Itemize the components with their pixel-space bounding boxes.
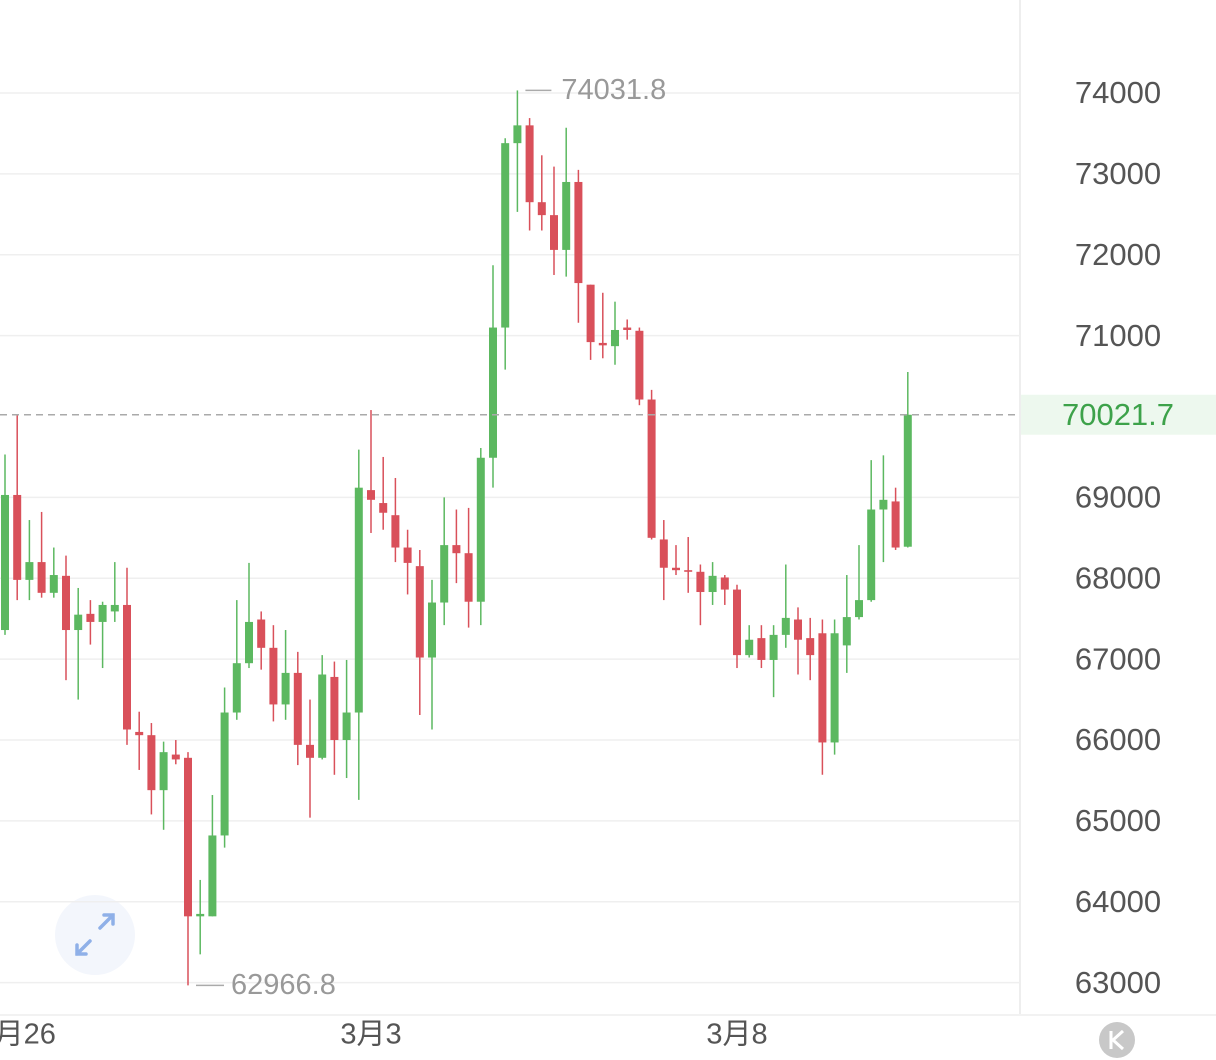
max-label: 74031.8: [561, 74, 666, 106]
candle-body: [733, 589, 741, 656]
candle-body: [611, 329, 619, 347]
x-tick-label: 3月3: [340, 1019, 401, 1051]
candle-body: [440, 545, 449, 603]
candle-body: [171, 754, 180, 760]
last-price-label: 70021.7: [1062, 397, 1174, 432]
candle-body: [501, 143, 510, 328]
y-tick-label: 64000: [1075, 884, 1161, 919]
candle-body: [574, 181, 583, 284]
candle-body: [550, 215, 558, 250]
candle-body: [818, 633, 827, 743]
candle-body: [903, 414, 912, 547]
candle-body: [62, 575, 70, 631]
candle-body: [123, 604, 131, 730]
candle-body: [391, 515, 400, 548]
candle-body: [135, 731, 144, 736]
candle-body: [513, 125, 522, 144]
candle-body: [293, 672, 302, 745]
candle-body: [867, 509, 876, 601]
candle-body: [98, 604, 107, 622]
candle-body: [757, 638, 766, 660]
candle-body: [428, 602, 436, 658]
candle-body: [623, 327, 632, 330]
candle-body: [379, 503, 388, 513]
candle-body: [13, 494, 22, 580]
candle-body: [586, 284, 595, 343]
candle-body: [635, 330, 644, 400]
expand-button[interactable]: [55, 895, 135, 975]
candle-body: [306, 744, 314, 758]
candle-body: [196, 913, 205, 917]
candle-body: [562, 181, 571, 250]
candle-body: [464, 553, 473, 602]
candle-body: [184, 757, 192, 917]
candle-body: [537, 202, 546, 216]
candle-body: [110, 604, 119, 612]
y-tick-label: 71000: [1075, 318, 1161, 353]
candle-body: [220, 712, 229, 836]
candle-body: [806, 638, 815, 656]
y-tick-label: 72000: [1075, 237, 1161, 272]
candle-body: [794, 619, 802, 640]
candle-body: [367, 490, 375, 500]
y-tick-label: 73000: [1075, 156, 1161, 191]
candle-body: [452, 545, 461, 554]
y-tick-label: 66000: [1075, 722, 1161, 757]
candle-body: [269, 647, 278, 705]
candle-body: [891, 501, 900, 548]
candle-body: [745, 639, 754, 656]
candle-body: [37, 562, 46, 593]
candle-body: [708, 575, 717, 593]
candle-body: [842, 617, 851, 646]
candle-body: [720, 577, 729, 590]
candle-body: [232, 663, 241, 713]
candle-body: [159, 752, 168, 791]
candle-body: [855, 600, 863, 618]
candle-body: [208, 835, 217, 917]
candle-body: [598, 342, 607, 346]
k-button[interactable]: [1099, 1022, 1135, 1058]
candle-body: [476, 457, 485, 602]
candle-body: [403, 547, 412, 563]
candle-body: [86, 613, 95, 622]
y-tick-label: 63000: [1075, 965, 1161, 1000]
candle-body: [781, 617, 790, 635]
candle-body: [330, 676, 339, 741]
candle-body: [281, 672, 290, 705]
candle-body: [354, 487, 363, 713]
candle-body: [257, 619, 266, 648]
last-price-box: [1021, 394, 1216, 435]
candle-body: [25, 562, 34, 580]
candle-body: [415, 566, 424, 658]
candle-body: [830, 633, 839, 743]
x-tick-label: 3月8: [706, 1019, 767, 1051]
y-tick-label: 65000: [1075, 803, 1161, 838]
candle-body: [647, 399, 656, 538]
y-tick-label: 67000: [1075, 641, 1161, 676]
candle-body: [879, 499, 888, 510]
candle-body: [49, 575, 58, 593]
candle-body: [245, 621, 253, 664]
min-label: 62966.8: [231, 969, 336, 1001]
y-tick-label: 74000: [1075, 75, 1161, 110]
candle-body: [1, 494, 9, 631]
candle-body: [147, 735, 156, 791]
candle-body: [696, 571, 705, 593]
candle-body: [342, 712, 351, 741]
candle-body: [672, 567, 680, 571]
candle-body: [769, 634, 778, 660]
candle-body: [489, 327, 497, 458]
x-tick-label: 2月26: [0, 1019, 56, 1051]
candle-body: [74, 614, 83, 631]
candle-body: [318, 674, 327, 758]
y-tick-label: 69000: [1075, 480, 1161, 515]
candle-body: [659, 539, 668, 568]
candle-body: [684, 570, 693, 572]
candle-body: [525, 125, 534, 203]
y-tick-label: 68000: [1075, 560, 1161, 595]
